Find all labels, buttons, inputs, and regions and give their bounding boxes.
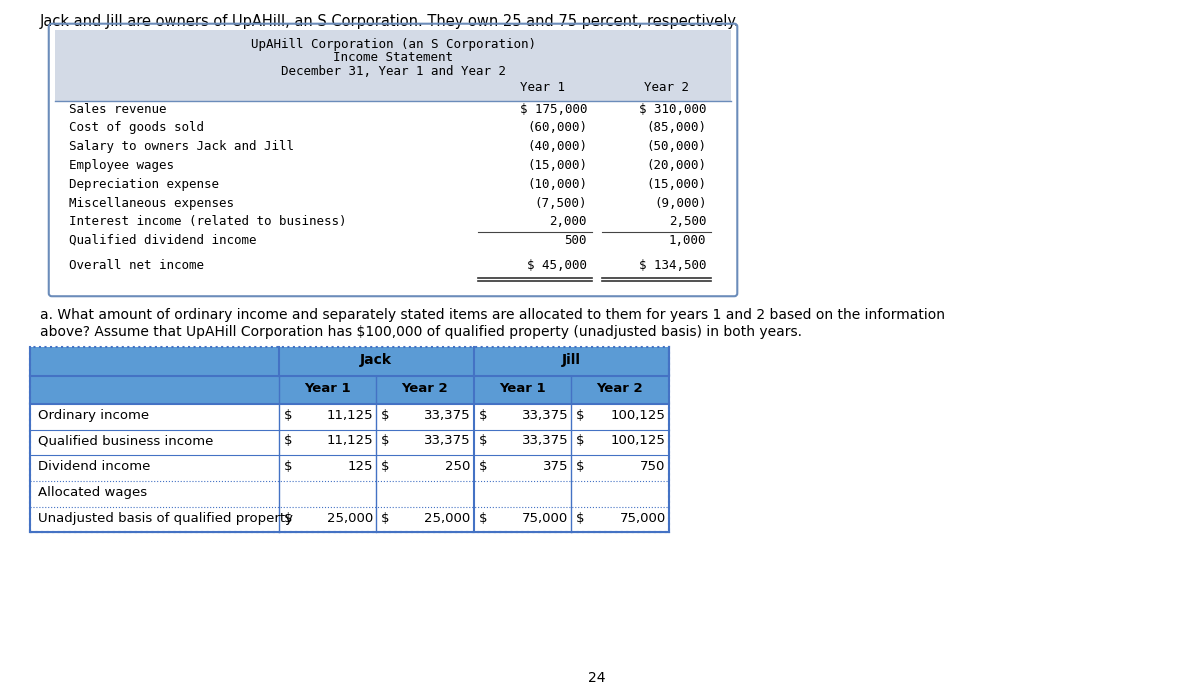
- Text: (85,000): (85,000): [647, 122, 707, 135]
- Text: $: $: [382, 409, 390, 422]
- Text: 24: 24: [588, 671, 606, 686]
- Text: $: $: [479, 512, 487, 524]
- Text: $: $: [576, 512, 584, 524]
- Text: 33,375: 33,375: [424, 434, 470, 447]
- Text: 2,000: 2,000: [550, 215, 587, 228]
- Text: (15,000): (15,000): [527, 159, 587, 172]
- Text: $: $: [576, 460, 584, 473]
- Text: Year 2: Year 2: [402, 382, 448, 395]
- Text: 750: 750: [641, 460, 666, 473]
- Text: Qualified dividend income: Qualified dividend income: [68, 234, 256, 247]
- Text: Income Statement: Income Statement: [334, 52, 454, 65]
- Text: (40,000): (40,000): [527, 140, 587, 153]
- Text: $: $: [576, 409, 584, 422]
- Bar: [55, 213, 731, 232]
- Text: Year 2: Year 2: [644, 81, 689, 94]
- Text: above? Assume that UpAHill Corporation has $100,000 of qualified property (unadj: above? Assume that UpAHill Corporation h…: [40, 325, 802, 339]
- Text: 75,000: 75,000: [619, 512, 666, 524]
- Text: 125: 125: [348, 460, 373, 473]
- Text: Salary to owners Jack and Jill: Salary to owners Jack and Jill: [68, 140, 294, 153]
- Text: Allocated wages: Allocated wages: [38, 486, 146, 499]
- Text: Year 1: Year 1: [520, 81, 565, 94]
- Text: 11,125: 11,125: [326, 434, 373, 447]
- Text: 25,000: 25,000: [425, 512, 470, 524]
- Text: $: $: [283, 434, 292, 447]
- Bar: [30, 455, 668, 481]
- Text: (20,000): (20,000): [647, 159, 707, 172]
- Text: $ 134,500: $ 134,500: [638, 259, 707, 272]
- Text: Jack: Jack: [360, 352, 392, 367]
- Text: (60,000): (60,000): [527, 122, 587, 135]
- Text: $ 45,000: $ 45,000: [527, 259, 587, 272]
- Text: $: $: [479, 460, 487, 473]
- Text: 100,125: 100,125: [611, 434, 666, 447]
- Bar: [30, 376, 668, 404]
- Text: $: $: [283, 409, 292, 422]
- Bar: [30, 506, 668, 532]
- Text: $: $: [479, 434, 487, 447]
- Text: December 31, Year 1 and Year 2: December 31, Year 1 and Year 2: [281, 65, 505, 78]
- Text: 500: 500: [564, 234, 587, 247]
- Bar: [55, 101, 731, 120]
- Text: 1,000: 1,000: [668, 234, 707, 247]
- Text: Cost of goods sold: Cost of goods sold: [68, 122, 204, 135]
- Text: 33,375: 33,375: [424, 409, 470, 422]
- Text: $: $: [479, 409, 487, 422]
- Bar: [55, 157, 731, 176]
- Bar: [30, 481, 668, 506]
- Text: 33,375: 33,375: [522, 434, 568, 447]
- Bar: [55, 138, 731, 157]
- Bar: [55, 30, 731, 101]
- Bar: [30, 429, 668, 455]
- Text: $: $: [283, 460, 292, 473]
- Text: Unadjusted basis of qualified property: Unadjusted basis of qualified property: [38, 512, 293, 524]
- Text: (9,000): (9,000): [654, 196, 707, 210]
- Text: (7,500): (7,500): [534, 196, 587, 210]
- Text: a. What amount of ordinary income and separately stated items are allocated to t: a. What amount of ordinary income and se…: [40, 308, 944, 322]
- Text: Jill: Jill: [562, 352, 581, 367]
- Text: $ 310,000: $ 310,000: [638, 102, 707, 115]
- Text: Ordinary income: Ordinary income: [38, 409, 149, 422]
- Bar: [30, 404, 668, 429]
- Bar: [30, 347, 668, 376]
- Bar: [30, 347, 668, 532]
- Text: Interest income (related to business): Interest income (related to business): [68, 215, 346, 228]
- Text: 33,375: 33,375: [522, 409, 568, 422]
- Bar: [55, 194, 731, 213]
- Text: Miscellaneous expenses: Miscellaneous expenses: [68, 196, 234, 210]
- Text: (50,000): (50,000): [647, 140, 707, 153]
- Text: Year 2: Year 2: [596, 382, 643, 395]
- Text: Year 1: Year 1: [304, 382, 350, 395]
- Text: Employee wages: Employee wages: [68, 159, 174, 172]
- Text: (10,000): (10,000): [527, 178, 587, 191]
- Text: Jack and Jill are owners of UpAHill, an S Corporation. They own 25 and 75 percen: Jack and Jill are owners of UpAHill, an …: [40, 14, 739, 29]
- Text: $: $: [283, 512, 292, 524]
- Text: $ 175,000: $ 175,000: [520, 102, 587, 115]
- Text: 2,500: 2,500: [668, 215, 707, 228]
- Text: $: $: [576, 434, 584, 447]
- Text: $: $: [382, 460, 390, 473]
- Text: 11,125: 11,125: [326, 409, 373, 422]
- Text: 25,000: 25,000: [326, 512, 373, 524]
- Text: $: $: [382, 434, 390, 447]
- Text: Qualified business income: Qualified business income: [38, 434, 214, 447]
- Text: Year 1: Year 1: [499, 382, 546, 395]
- Text: UpAHill Corporation (an S Corporation): UpAHill Corporation (an S Corporation): [251, 38, 535, 51]
- Bar: [55, 120, 731, 138]
- Text: Sales revenue: Sales revenue: [68, 102, 166, 115]
- Text: 375: 375: [542, 460, 568, 473]
- Bar: [55, 176, 731, 194]
- Text: 100,125: 100,125: [611, 409, 666, 422]
- Text: Depreciation expense: Depreciation expense: [68, 178, 218, 191]
- Text: Overall net income: Overall net income: [68, 259, 204, 272]
- Text: (15,000): (15,000): [647, 178, 707, 191]
- Text: 75,000: 75,000: [522, 512, 568, 524]
- Text: Dividend income: Dividend income: [38, 460, 150, 473]
- Bar: [55, 232, 731, 251]
- Text: 250: 250: [445, 460, 470, 473]
- Text: $: $: [382, 512, 390, 524]
